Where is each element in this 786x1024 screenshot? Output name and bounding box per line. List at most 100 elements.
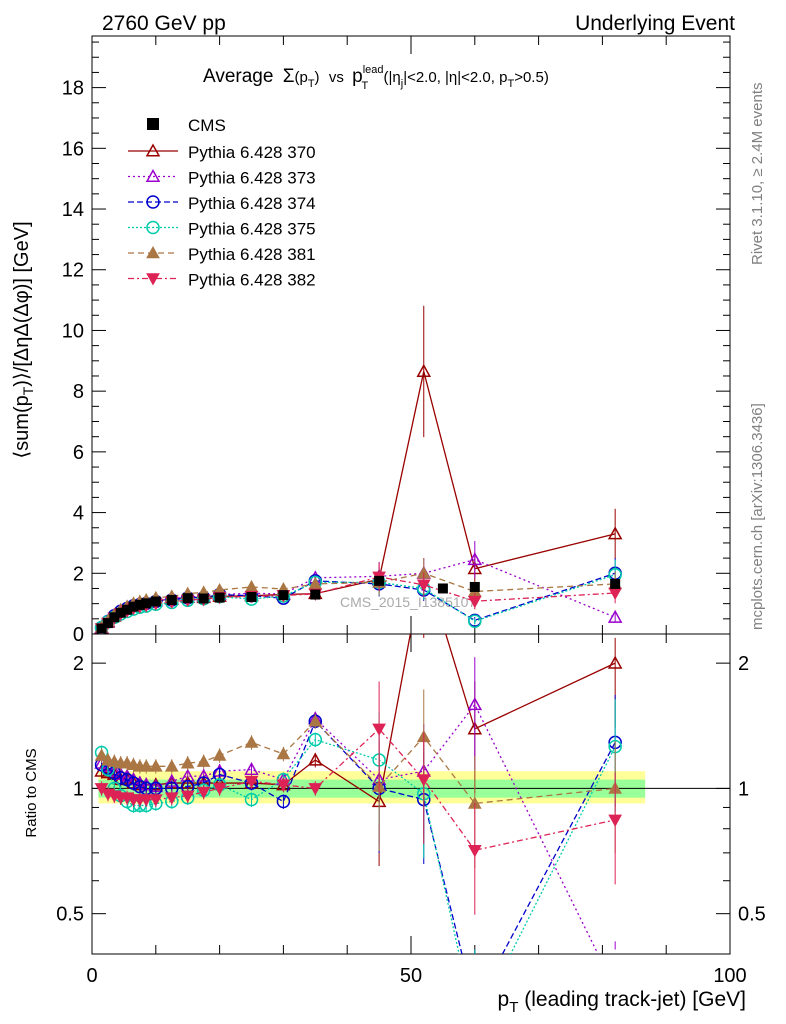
ratio-point-382 [276, 779, 291, 792]
x-axis-label: pT (leading track-jet) [GeV] [498, 988, 746, 1016]
x-ticks: 0 50 100 [86, 36, 747, 987]
cms-point [437, 583, 448, 594]
legend-marker-374 [146, 195, 160, 209]
cms-point [96, 623, 107, 634]
ratio-point-382 [308, 783, 323, 796]
ratio-y-tick-label-left: 0.5 [56, 904, 84, 926]
legend-label-374: Pythia 6.428 374 [188, 194, 316, 213]
cms-point [469, 581, 480, 592]
ratio-y-tick-label-right: 2 [738, 653, 749, 675]
ratio-point-382 [372, 723, 386, 736]
point-370 [607, 526, 623, 540]
cms-point [246, 591, 257, 602]
legend-marker-370 [145, 143, 161, 157]
ratio-y-tick-label-left: 1 [73, 778, 84, 800]
legend-label-370: Pythia 6.428 370 [188, 143, 316, 162]
main-y-tick-label: 8 [73, 381, 84, 403]
main-y-ticks: 0 2 4 6 8 10 12 14 16 18 [62, 41, 730, 646]
header-left: 2760 GeV pp [102, 12, 226, 35]
main-y-tick-label: 14 [62, 199, 84, 221]
ratio-y-axis-label: Ratio to CMS [23, 748, 40, 837]
cms-point [115, 607, 126, 618]
series-line-374 [101, 572, 616, 629]
legend-marker-381 [146, 245, 160, 259]
legend-label-382: Pythia 6.428 382 [188, 271, 316, 290]
ratio-y-tick-label-left: 2 [73, 653, 84, 675]
ratio-point-381 [139, 759, 154, 772]
ratio-point-374 [469, 1000, 481, 1012]
ratio-point-370 [607, 655, 623, 669]
ratio-point-382 [180, 790, 195, 803]
point-373 [607, 609, 623, 623]
ratio-point-382 [608, 814, 623, 827]
cms-point [150, 596, 161, 607]
cms-point [310, 589, 321, 600]
plot-title: Average Σ(pT) vs plead T (|ηj|<2.0, |η|<2… [203, 64, 549, 94]
point-373 [467, 552, 483, 566]
ratio-point-381 [276, 746, 291, 760]
legend-label-cms: CMS [188, 116, 226, 135]
cms-point [374, 575, 385, 586]
ratio-point-381 [94, 748, 109, 761]
ratio-y-tick-label-right: 1 [738, 778, 749, 800]
legend-label-375: Pythia 6.428 375 [188, 220, 316, 239]
ratio-point-381 [308, 714, 323, 727]
cms-point [134, 599, 145, 610]
main-y-tick-label: 0 [73, 624, 84, 646]
ratio-line-374 [101, 720, 616, 954]
legend-label-381: Pythia 6.428 381 [188, 245, 316, 264]
cms-point [141, 598, 152, 609]
ratio-point-382 [148, 794, 163, 807]
point-381 [244, 579, 259, 593]
ratio-point-381 [212, 748, 227, 761]
y-axis-label: ⟨sum(pT)⟩/[ΔηΔ(Δφ)] [GeV] [11, 221, 36, 458]
cms-point [182, 593, 193, 604]
ratio-series-group [94, 634, 623, 1012]
ratio-point-381 [164, 759, 179, 772]
cms-point [198, 593, 209, 604]
ratio-point-382 [416, 774, 431, 787]
ratio-point-373 [467, 697, 483, 711]
ratio-y-ticks: 0.5 0.5 1 1 2 2 [56, 653, 766, 926]
point-382 [416, 579, 431, 592]
header-right: Underlying Event [575, 12, 735, 35]
rivet-label: Rivet 3.1.10, ≥ 2.4M events [749, 83, 766, 266]
main-y-tick-label: 10 [62, 320, 84, 342]
ratio-point-370 [308, 752, 323, 766]
ratio-point-375 [244, 792, 259, 807]
x-tick-label: 0 [86, 965, 97, 987]
cms-point [122, 604, 133, 615]
series-line-370 [101, 371, 616, 629]
x-tick-label: 100 [713, 965, 746, 987]
main-y-tick-label: 12 [62, 260, 84, 282]
cms-point [214, 592, 225, 603]
main-y-tick-label: 2 [73, 563, 84, 585]
legend-marker-cms [147, 118, 159, 130]
ratio-point-381 [148, 759, 163, 772]
ratio-point-382 [164, 792, 179, 805]
x-tick-label: 50 [400, 965, 422, 987]
ratio-point-374 [276, 794, 291, 809]
ratio-point-382 [244, 776, 259, 789]
ratio-point-382 [212, 783, 227, 796]
mcplots-label: mcplots.cern.ch [arXiv:1306.3436] [749, 403, 766, 630]
cms-point [109, 612, 120, 623]
ratio-point-382 [139, 794, 154, 807]
legend-marker-373 [145, 168, 161, 183]
legend-marker-375 [146, 220, 160, 235]
ratio-point-381 [196, 754, 211, 767]
ratio-point-381 [244, 735, 259, 748]
main-y-tick-label: 16 [62, 138, 84, 160]
legend: CMS Pythia 6.428 370 Pythia 6.428 373 Pythi… [128, 116, 316, 290]
cms-point [610, 578, 621, 589]
legend-marker-382 [146, 273, 160, 286]
cms-point [166, 595, 177, 606]
cms-point [128, 601, 139, 612]
point-370 [416, 363, 432, 377]
ratio-point-375 [308, 732, 323, 747]
series-line-382 [101, 576, 616, 630]
ratio-point-381 [180, 756, 195, 769]
ratio-y-tick-label-right: 0.5 [738, 904, 766, 926]
main-series-group [94, 305, 623, 634]
